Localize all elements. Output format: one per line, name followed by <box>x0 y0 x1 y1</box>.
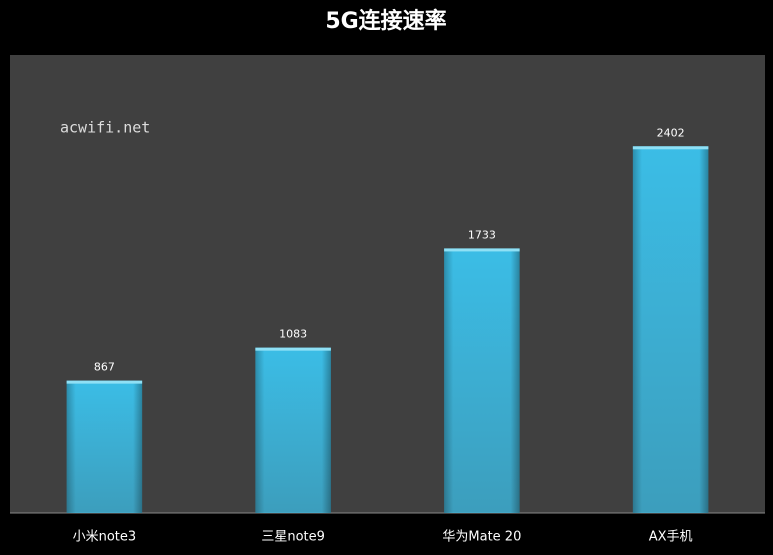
bar-shade <box>444 248 520 514</box>
x-tick-label: 小米note3 <box>73 530 137 545</box>
bar-cap <box>632 146 709 150</box>
x-tick-label: 三星note9 <box>261 530 325 545</box>
bar-cap <box>255 347 331 351</box>
bar-shade <box>66 380 143 513</box>
value-label: 867 <box>94 361 115 374</box>
bar-shade <box>255 347 331 513</box>
bar-shade <box>632 146 709 513</box>
chart-title: 5G连接速率 <box>325 8 446 34</box>
bar-cap <box>66 380 143 384</box>
x-tick-label: AX手机 <box>649 530 693 545</box>
value-label: 2402 <box>657 126 685 139</box>
x-tick-label: 华为Mate 20 <box>442 530 521 545</box>
watermark: acwifi.net <box>60 119 150 137</box>
value-label: 1083 <box>279 328 307 341</box>
value-label: 1733 <box>468 228 496 241</box>
bar-cap <box>444 248 520 252</box>
